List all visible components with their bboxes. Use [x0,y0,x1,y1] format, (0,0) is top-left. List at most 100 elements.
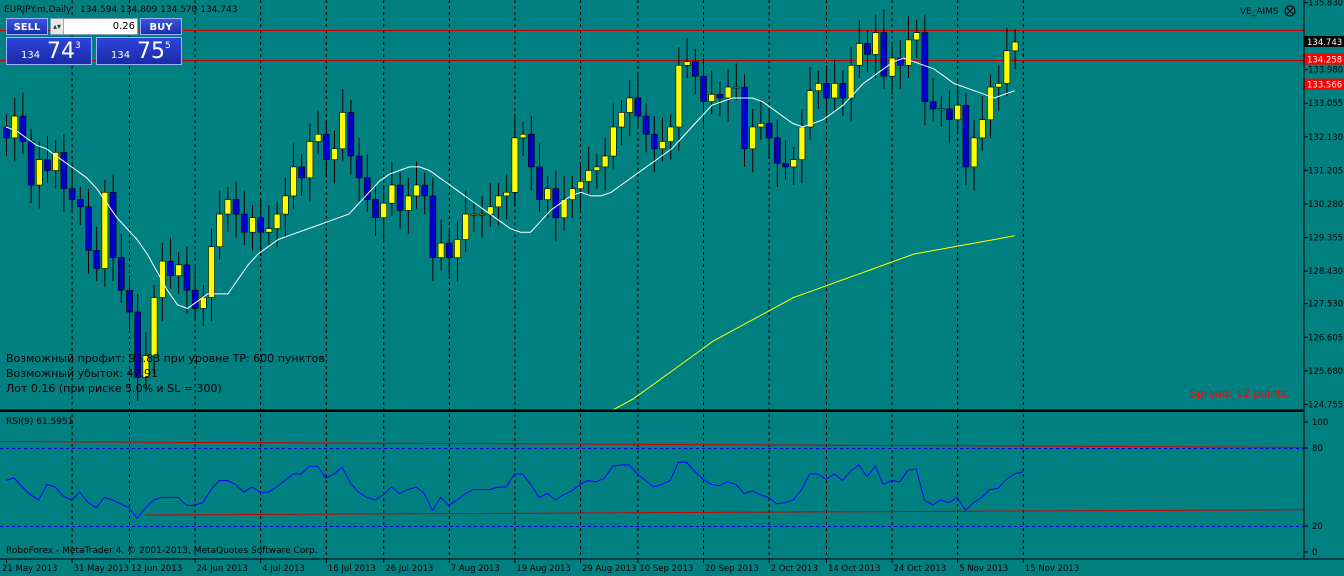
candle[interactable] [511,114,519,205]
candle[interactable] [831,59,839,111]
candle[interactable] [241,190,248,245]
candle[interactable] [544,175,552,218]
candle[interactable] [937,96,945,127]
candle[interactable] [708,70,716,115]
candle[interactable] [339,88,347,162]
candle[interactable] [601,137,609,191]
candle[interactable] [101,179,109,287]
candle[interactable] [872,14,880,79]
candle[interactable] [52,139,60,189]
candle[interactable] [519,121,527,157]
candle[interactable] [93,226,100,282]
candle[interactable] [306,123,314,202]
candle[interactable] [716,81,724,117]
candle[interactable] [404,177,412,235]
candle[interactable] [445,230,453,276]
candle[interactable] [1003,27,1011,97]
candle[interactable] [913,19,921,59]
candle[interactable] [183,246,191,314]
candle[interactable] [560,175,568,231]
candle[interactable] [19,92,27,155]
candle[interactable] [462,190,470,253]
candle[interactable] [175,252,182,294]
candle[interactable] [35,141,43,209]
candle[interactable] [167,237,174,289]
candle[interactable] [782,139,789,180]
candle[interactable] [732,63,740,100]
candle[interactable] [44,136,51,184]
candle[interactable] [659,117,666,162]
rsi-upper-trendline[interactable] [0,441,1305,448]
candle[interactable] [372,186,379,236]
candle[interactable] [642,103,650,153]
candle[interactable] [421,172,429,215]
candle[interactable] [118,234,125,303]
candle[interactable] [954,81,962,133]
candle[interactable] [60,134,68,213]
candle[interactable] [85,188,92,274]
candle[interactable] [847,47,855,122]
candle[interactable] [790,146,798,186]
candle[interactable] [806,67,814,140]
candle[interactable] [757,99,765,140]
candle[interactable] [585,146,593,195]
buy-price-button[interactable]: 134 75 5 [96,37,182,65]
candle[interactable] [724,68,732,122]
candle[interactable] [995,65,1003,111]
candle[interactable] [388,161,396,216]
sell-price-button[interactable]: 134 74 3 [6,37,92,65]
candle[interactable] [773,119,781,187]
candle[interactable] [978,96,986,151]
lot-size-input[interactable] [65,19,135,34]
candle[interactable] [454,221,461,282]
candle[interactable] [208,228,215,322]
candle[interactable] [265,205,273,245]
candle[interactable] [650,116,658,173]
candle[interactable] [478,195,486,238]
candle[interactable] [577,163,584,213]
candle[interactable] [618,99,625,146]
candle[interactable] [1011,29,1019,69]
candle[interactable] [314,110,322,155]
candle[interactable] [864,30,871,73]
candle[interactable] [536,143,543,213]
close-indicator-icon[interactable] [1284,5,1296,17]
candle[interactable] [396,172,404,229]
candle[interactable] [232,181,240,238]
candle[interactable] [347,99,355,175]
rsi-lower-trendline[interactable] [144,509,1305,516]
candle[interactable] [142,331,150,391]
lot-spinner-icon[interactable]: ▴▾ [51,19,64,34]
candle[interactable] [322,121,330,178]
candle[interactable] [68,165,76,213]
candle[interactable] [691,48,699,95]
candle[interactable] [150,284,158,374]
candle[interactable] [929,78,937,122]
candle[interactable] [429,177,437,282]
candle[interactable] [814,70,822,109]
candle[interactable] [363,154,371,213]
candle[interactable] [970,119,978,191]
candle[interactable] [380,185,388,242]
candle[interactable] [134,293,141,401]
candle[interactable] [298,154,306,196]
candle[interactable] [273,201,281,247]
candle[interactable] [749,108,757,173]
candles[interactable] [3,9,1019,401]
candle[interactable] [946,90,953,144]
candle[interactable] [437,219,445,271]
candle[interactable] [216,190,223,260]
candle[interactable] [470,201,478,233]
candle[interactable] [77,186,84,225]
candle[interactable] [290,143,297,209]
candle[interactable] [331,130,338,184]
candle[interactable] [191,266,199,322]
candle[interactable] [741,74,748,167]
candle[interactable] [503,174,511,220]
candle[interactable] [413,161,420,209]
candle[interactable] [609,103,617,169]
candle[interactable] [823,65,830,122]
buy-button[interactable]: BUY [140,18,182,35]
candle[interactable] [281,177,289,238]
